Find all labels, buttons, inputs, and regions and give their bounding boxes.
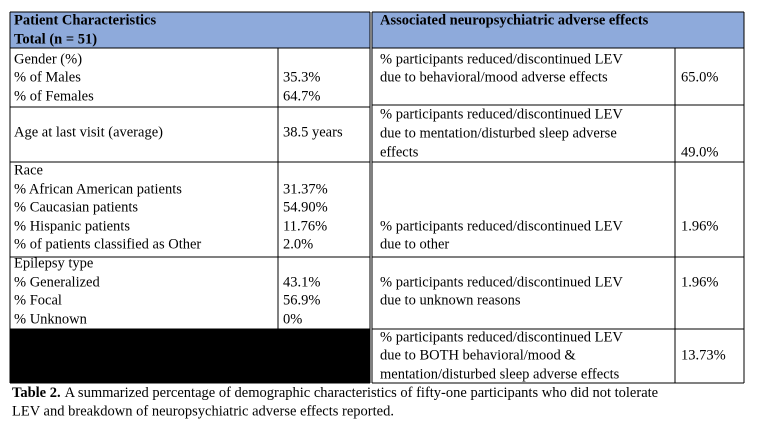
grid bbox=[9, 11, 745, 384]
cell-label: due to unknown reasons bbox=[380, 292, 521, 308]
cell-value: 31.37% bbox=[283, 181, 328, 197]
cell-label: % participants reduced/discontinued LEV bbox=[380, 274, 623, 290]
cell-value: 56.9% bbox=[283, 292, 320, 308]
cell-label: Age at last visit (average) bbox=[14, 124, 163, 140]
cell-value: 54.90% bbox=[283, 199, 328, 215]
cell-label: due to other bbox=[380, 236, 449, 252]
cell-value: 1.96% bbox=[681, 218, 718, 234]
caption: Table 2. A summarized percentage of demog… bbox=[12, 385, 658, 401]
cell-label: % African American patients bbox=[14, 181, 182, 197]
cell-value: 35.3% bbox=[283, 69, 320, 85]
cell-label: due to mentation/disturbed sleep adverse bbox=[380, 125, 617, 141]
header-text: Total (n = 51) bbox=[14, 31, 97, 47]
cell-label: due to behavioral/mood adverse effects bbox=[380, 69, 608, 85]
cell-label: % participants reduced/discontinued LEV bbox=[380, 51, 623, 67]
cell-label: % participants reduced/discontinued LEV bbox=[380, 218, 623, 234]
cell-label: % of Females bbox=[14, 88, 94, 104]
cell-label: % Caucasian patients bbox=[14, 199, 138, 215]
cell-value: 49.0% bbox=[681, 144, 718, 160]
cell-label: % Focal bbox=[14, 292, 62, 308]
cell-label: due to BOTH behavioral/mood & bbox=[380, 347, 576, 363]
cell-label: % of patients classified as Other bbox=[14, 236, 201, 252]
header-text: Associated neuropsychiatric adverse effe… bbox=[380, 12, 649, 28]
cell-label: % Generalized bbox=[14, 274, 100, 290]
cell-value: 2.0% bbox=[283, 236, 313, 252]
cell-label: effects bbox=[380, 144, 419, 160]
cell-label: % participants reduced/discontinued LEV bbox=[380, 329, 623, 345]
cell-value: 38.5 years bbox=[283, 124, 343, 140]
header-text: Patient Characteristics bbox=[14, 12, 156, 28]
cell-label: % Unknown bbox=[14, 311, 88, 327]
header-left-bg bbox=[10, 12, 370, 48]
caption-text: A summarized percentage of demographic c… bbox=[65, 385, 658, 401]
caption-text: LEV and breakdown of neuropsychiatric ad… bbox=[12, 403, 394, 419]
cell-value: 43.1% bbox=[283, 274, 320, 290]
header-right-bg bbox=[372, 12, 744, 48]
cell-label: Race bbox=[14, 162, 43, 178]
cell-label: % of Males bbox=[14, 69, 81, 85]
cell-value: 64.7% bbox=[283, 88, 320, 104]
cell-label: Epilepsy type bbox=[14, 255, 93, 271]
cell-label: mentation/disturbed sleep adverse effect… bbox=[380, 366, 620, 382]
cell-value: 65.0% bbox=[681, 69, 718, 85]
cell-label: % Hispanic patients bbox=[14, 218, 130, 234]
cell-value: 13.73% bbox=[681, 347, 726, 363]
cell-value: 0% bbox=[283, 311, 302, 327]
caption-label: Table 2. bbox=[12, 385, 61, 401]
cell-value: 11.76% bbox=[283, 218, 327, 234]
cell-label: Gender (%) bbox=[14, 51, 82, 67]
cell-label: % participants reduced/discontinued LEV bbox=[380, 106, 623, 122]
blank-cell bbox=[10, 329, 370, 383]
cell-value: 1.96% bbox=[681, 274, 718, 290]
